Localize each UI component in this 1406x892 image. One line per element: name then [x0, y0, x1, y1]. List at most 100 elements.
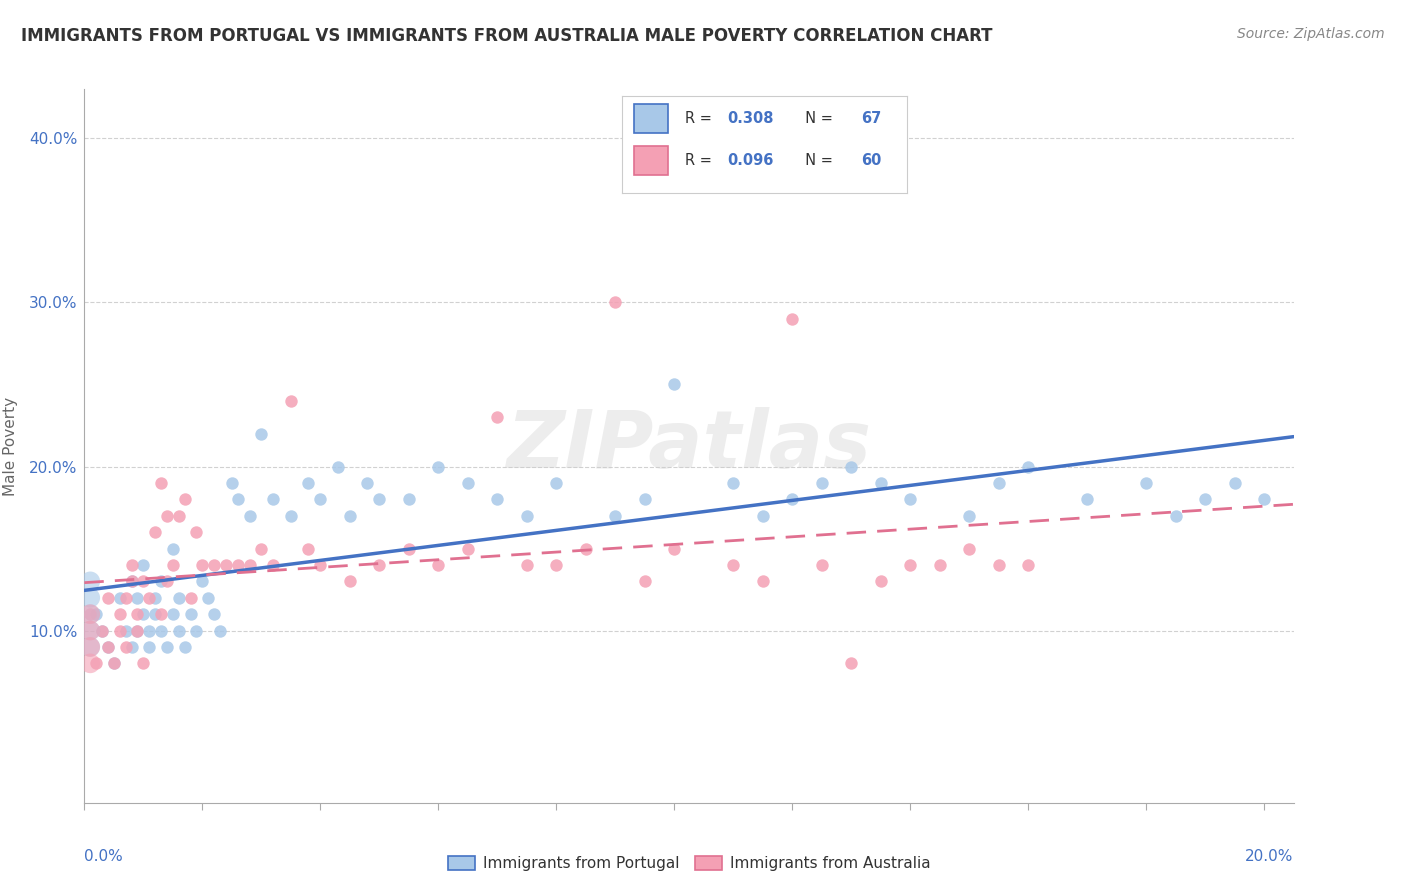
Point — [127, 624, 149, 638]
Point — [957, 541, 980, 556]
Point — [167, 508, 190, 523]
Point — [664, 541, 686, 556]
Point — [427, 459, 450, 474]
Point — [810, 475, 832, 490]
Point — [162, 607, 184, 622]
Point — [121, 558, 143, 572]
Point — [127, 591, 149, 605]
Point — [238, 508, 260, 523]
Point — [167, 591, 190, 605]
Y-axis label: Male Poverty: Male Poverty — [3, 396, 18, 496]
Point — [297, 475, 319, 490]
Point — [150, 574, 173, 589]
Point — [839, 459, 862, 474]
Point — [121, 574, 143, 589]
Point — [486, 410, 509, 425]
Point — [664, 377, 686, 392]
Point — [575, 541, 598, 556]
Point — [127, 607, 149, 622]
Point — [721, 475, 744, 490]
Point — [368, 558, 391, 572]
Point — [138, 591, 160, 605]
Point — [173, 640, 195, 654]
Point — [250, 426, 273, 441]
Point — [121, 640, 143, 654]
Point — [226, 558, 249, 572]
Point — [398, 492, 420, 507]
Point — [309, 558, 332, 572]
Point — [780, 492, 803, 507]
Point — [108, 624, 131, 638]
Point — [1017, 558, 1039, 572]
Point — [150, 624, 173, 638]
Point — [132, 574, 155, 589]
Point — [250, 541, 273, 556]
Point — [751, 574, 773, 589]
Point — [167, 624, 190, 638]
Point — [280, 508, 302, 523]
Text: IMMIGRANTS FROM PORTUGAL VS IMMIGRANTS FROM AUSTRALIA MALE POVERTY CORRELATION C: IMMIGRANTS FROM PORTUGAL VS IMMIGRANTS F… — [21, 27, 993, 45]
Point — [1135, 475, 1157, 490]
Point — [79, 591, 101, 605]
Point — [79, 624, 101, 638]
Point — [1253, 492, 1275, 507]
Point — [79, 640, 101, 654]
Text: Source: ZipAtlas.com: Source: ZipAtlas.com — [1237, 27, 1385, 41]
Point — [339, 574, 361, 589]
Point — [326, 459, 349, 474]
Point — [957, 508, 980, 523]
Point — [132, 558, 155, 572]
Point — [634, 574, 657, 589]
Point — [138, 640, 160, 654]
Point — [928, 558, 950, 572]
Text: ZIPatlas: ZIPatlas — [506, 407, 872, 485]
Point — [121, 574, 143, 589]
Point — [79, 640, 101, 654]
Point — [987, 475, 1010, 490]
Point — [221, 475, 243, 490]
Point — [103, 657, 125, 671]
Point — [202, 558, 225, 572]
Point — [79, 657, 101, 671]
Point — [91, 624, 114, 638]
Point — [143, 591, 166, 605]
Point — [84, 607, 107, 622]
Point — [150, 475, 173, 490]
Point — [180, 591, 202, 605]
Point — [79, 624, 101, 638]
Point — [721, 558, 744, 572]
Point — [114, 624, 136, 638]
Point — [1076, 492, 1098, 507]
Point — [162, 558, 184, 572]
Point — [132, 607, 155, 622]
Point — [280, 393, 302, 408]
Point — [208, 624, 231, 638]
Point — [457, 541, 479, 556]
Point — [156, 574, 179, 589]
Point — [987, 558, 1010, 572]
Point — [546, 558, 568, 572]
Legend: Immigrants from Portugal, Immigrants from Australia: Immigrants from Portugal, Immigrants fro… — [441, 850, 936, 877]
Point — [457, 475, 479, 490]
Point — [197, 591, 219, 605]
Point — [114, 640, 136, 654]
Point — [79, 607, 101, 622]
Point — [143, 607, 166, 622]
Point — [138, 624, 160, 638]
Point — [427, 558, 450, 572]
Point — [486, 492, 509, 507]
Point — [84, 657, 107, 671]
Point — [108, 607, 131, 622]
Point — [114, 591, 136, 605]
Point — [79, 607, 101, 622]
Point — [262, 558, 284, 572]
Point — [869, 574, 891, 589]
Point — [180, 607, 202, 622]
Point — [869, 475, 891, 490]
Point — [202, 607, 225, 622]
Point — [309, 492, 332, 507]
Point — [1017, 459, 1039, 474]
Point — [173, 492, 195, 507]
Point — [108, 591, 131, 605]
Point — [150, 607, 173, 622]
